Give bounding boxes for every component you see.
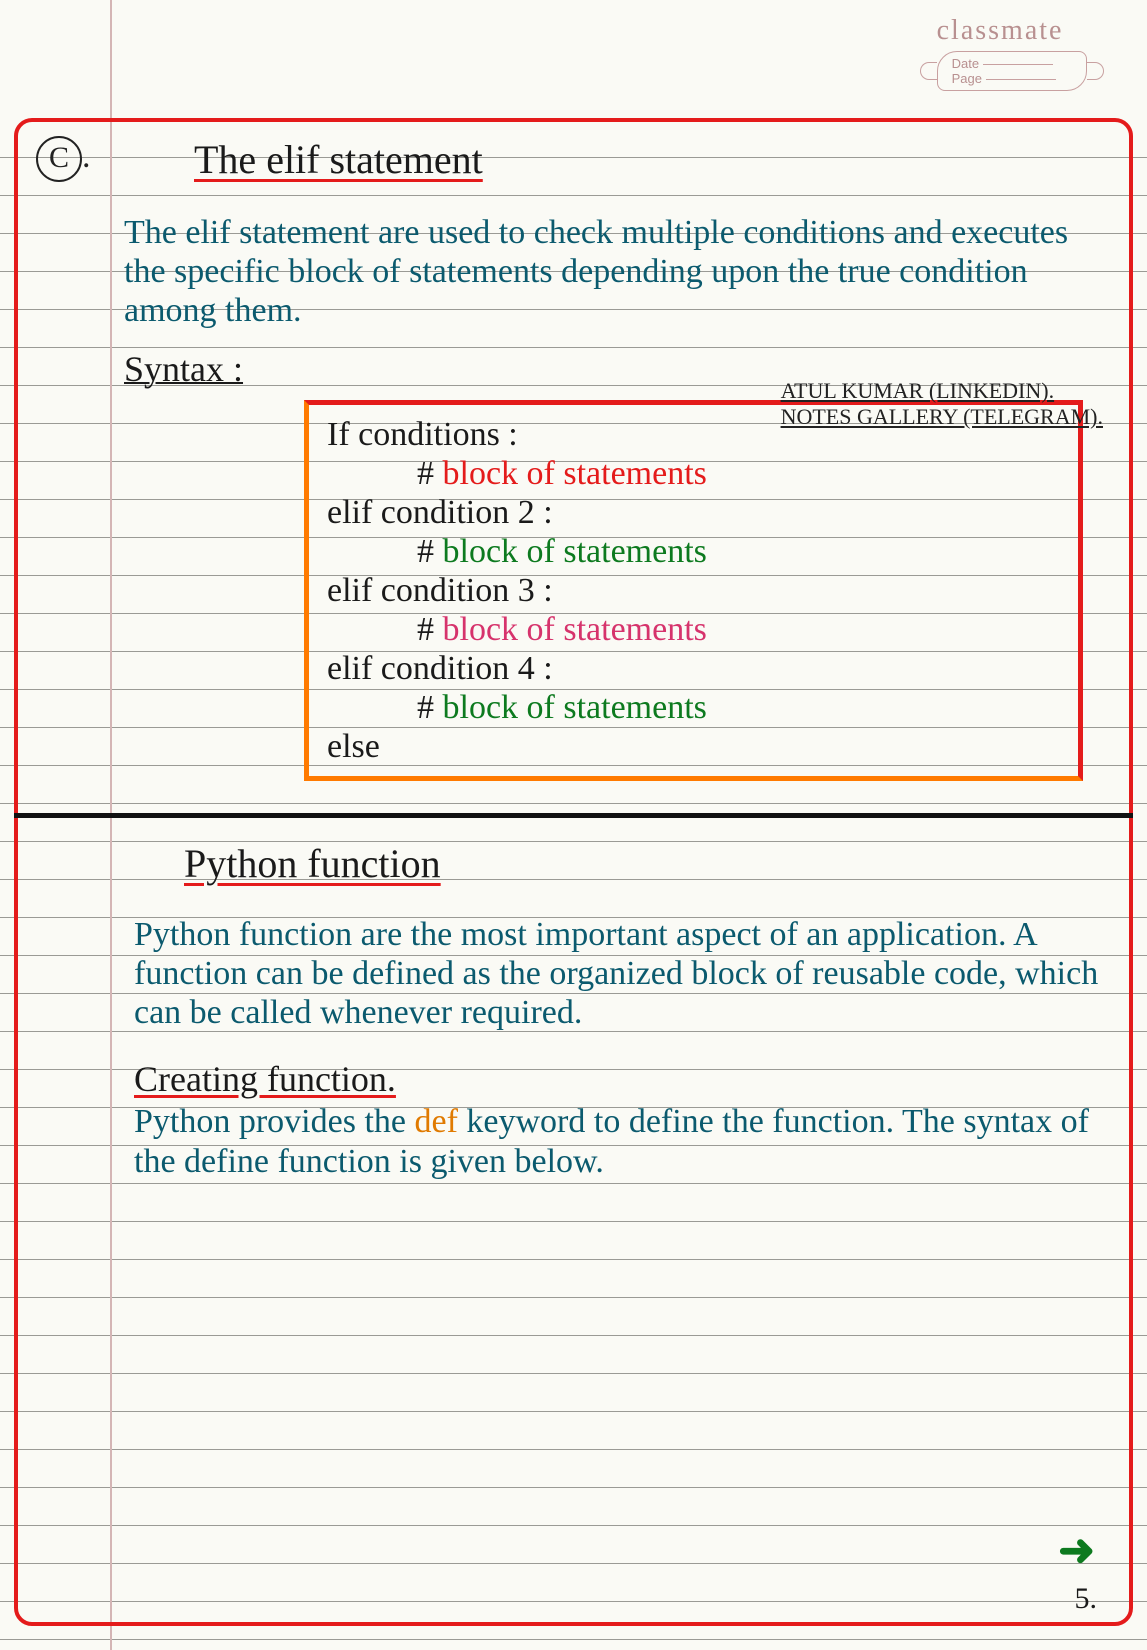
content-area: C. The elif statement The elif statement… xyxy=(14,118,1133,1626)
code-line-6: # block of statements xyxy=(417,610,1060,649)
hash-icon: # xyxy=(417,533,434,570)
section1-title: The elif statement xyxy=(194,136,1113,183)
credits: ATUL KUMAR (LINKEDIN). NOTES GALLERY (TE… xyxy=(781,378,1103,430)
code-comment: block of statements xyxy=(434,689,707,726)
code-comment: block of statements xyxy=(434,611,707,648)
code-line-7: elif condition 4 : xyxy=(327,649,1060,688)
code-line-2: # block of statements xyxy=(417,454,1060,493)
credits-line1: ATUL KUMAR (LINKEDIN). xyxy=(781,378,1103,404)
credits-line2: NOTES GALLERY (TELEGRAM). xyxy=(781,404,1103,430)
section2-paragraph-2: Python provides the def keyword to defin… xyxy=(134,1102,1103,1182)
header-box: Date Page xyxy=(937,51,1087,91)
code-comment: block of statements xyxy=(434,455,707,492)
date-label: Date xyxy=(952,56,979,71)
section-bullet: C. xyxy=(36,136,91,182)
page-number: 5. xyxy=(1075,1582,1098,1616)
section-divider xyxy=(14,813,1133,818)
syntax-code-box: If conditions : # block of statements el… xyxy=(304,400,1083,781)
def-keyword: def xyxy=(414,1103,457,1140)
section1-paragraph: The elif statement are used to check mul… xyxy=(124,213,1103,330)
hash-icon: # xyxy=(417,689,434,726)
continue-arrow-icon: ➜ xyxy=(1058,1525,1095,1576)
code-line-3: elif condition 2 : xyxy=(327,493,1060,532)
code-line-4: # block of statements xyxy=(417,532,1060,571)
code-comment: block of statements xyxy=(434,533,707,570)
code-line-9: else xyxy=(327,727,1060,766)
notebook-page: classmate Date Page C. The elif statemen… xyxy=(0,0,1147,1650)
page-header: classmate Date Page xyxy=(937,15,1087,91)
bullet-letter: C xyxy=(36,136,82,182)
para2-pre: Python provides the xyxy=(134,1103,414,1140)
bullet-dot: . xyxy=(82,138,91,175)
hash-icon: # xyxy=(417,611,434,648)
code-line-8: # block of statements xyxy=(417,688,1060,727)
section2-paragraph: Python function are the most important a… xyxy=(134,915,1103,1032)
brand-name: classmate xyxy=(937,15,1087,47)
page-label: Page xyxy=(952,71,982,86)
creating-function-heading: Creating function. xyxy=(134,1058,396,1100)
code-line-5: elif condition 3 : xyxy=(327,571,1060,610)
syntax-label: Syntax : xyxy=(124,348,243,390)
hash-icon: # xyxy=(417,455,434,492)
section2-title: Python function xyxy=(184,840,1113,887)
